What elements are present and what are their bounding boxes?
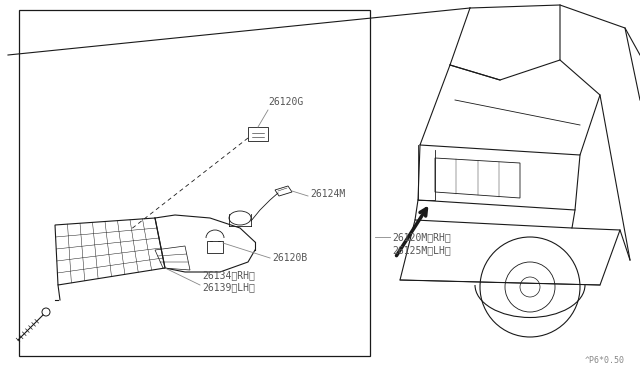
Text: 26125M〈LH〉: 26125M〈LH〉 — [392, 245, 451, 255]
Text: 26134〈RH〉: 26134〈RH〉 — [202, 270, 255, 280]
Text: 26120M〈RH〉: 26120M〈RH〉 — [392, 232, 451, 242]
Text: 26120B: 26120B — [272, 253, 307, 263]
Bar — [19, 10, 370, 356]
Bar — [207, 241, 223, 253]
Text: 26120G: 26120G — [268, 97, 303, 107]
Text: 26139〈LH〉: 26139〈LH〉 — [202, 282, 255, 292]
Bar — [248, 127, 268, 141]
Text: ^P6*0.50: ^P6*0.50 — [585, 356, 625, 365]
Text: 26124M: 26124M — [310, 189, 345, 199]
